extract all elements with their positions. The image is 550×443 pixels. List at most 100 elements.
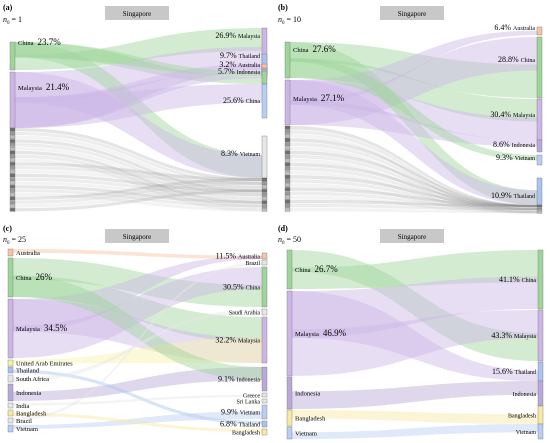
left-minor-node — [9, 158, 16, 162]
left-minor-node — [284, 187, 291, 192]
right-node — [261, 308, 268, 316]
right-minor-node — [536, 210, 543, 214]
left-node-label: Thailand — [16, 368, 40, 375]
right-node-pct: 6.4% — [494, 23, 513, 32]
flow-band — [290, 100, 537, 147]
flow-band — [290, 187, 537, 208]
right-node-label: Sri Lanka — [237, 400, 261, 406]
left-minor-node — [9, 185, 16, 189]
left-minor-node — [284, 129, 291, 134]
right-minor-node — [261, 200, 268, 204]
left-minor-node — [9, 169, 16, 174]
flow-band — [15, 143, 262, 197]
left-minor-node — [284, 138, 291, 142]
panel-c: (c) n0 = 25 Singapore Australia China 26% Mala… — [0, 221, 275, 443]
flow-band — [15, 192, 262, 212]
left-node-pct: 26.7% — [315, 264, 339, 274]
left-node-pct: 27.6% — [313, 44, 337, 54]
right-node-label: 9.7% Thailand — [220, 51, 260, 60]
right-node-label: Greece — [243, 394, 260, 400]
param-label: n0 = 50 — [278, 235, 301, 246]
right-node-pct: 3.2% — [219, 60, 238, 69]
left-node — [286, 249, 293, 290]
flow-band — [290, 80, 537, 140]
flow-band — [290, 179, 537, 211]
left-minor-node — [284, 150, 291, 155]
flow-band — [13, 255, 262, 332]
panel-letter: (b) — [278, 3, 288, 12]
left-minor-node — [284, 174, 291, 179]
flow-band — [13, 249, 262, 259]
flow-band — [15, 181, 262, 204]
flow-band — [15, 181, 262, 201]
right-node-pct: 32.2% — [215, 336, 238, 345]
flow-band — [13, 309, 262, 382]
flow-band — [13, 299, 262, 363]
center-header — [380, 6, 444, 20]
left-node — [7, 257, 14, 298]
flow-band — [15, 170, 262, 189]
left-minor-node — [9, 188, 16, 193]
param-label: n0 = 1 — [3, 15, 22, 26]
right-node-label: 30.5% China — [223, 283, 260, 292]
left-node — [7, 359, 14, 367]
left-minor-node — [284, 142, 291, 147]
right-node-label: 5.7% Indonesia — [218, 67, 260, 76]
left-node — [286, 376, 293, 410]
right-node-label: 6.4% Australia — [494, 23, 535, 32]
flow-band — [15, 189, 262, 208]
flow-band — [15, 42, 262, 76]
left-node-label: Australia — [16, 250, 40, 257]
left-minor-node — [284, 203, 291, 208]
left-node — [286, 409, 293, 427]
left-node-label: South Africa — [16, 376, 49, 383]
right-node-pct: 11.5% — [216, 252, 238, 261]
flow-band — [15, 28, 262, 70]
right-node — [261, 392, 268, 398]
flow-band — [15, 173, 262, 193]
flow-band — [15, 162, 262, 182]
right-node — [261, 70, 268, 85]
flow-band — [15, 42, 262, 84]
flow-band — [292, 291, 538, 381]
panel-letter: (a) — [3, 3, 13, 12]
right-node — [536, 177, 543, 206]
right-node-pct: 8.6% — [493, 140, 512, 149]
left-node — [7, 402, 14, 409]
flow-band — [290, 146, 537, 214]
flow-band — [15, 64, 262, 128]
left-node — [9, 71, 16, 129]
flow-band — [290, 80, 537, 205]
left-minor-node — [9, 177, 16, 182]
left-node-label: Bangladesh — [16, 411, 47, 418]
right-node — [536, 154, 543, 166]
right-node-pct: 43.3% — [491, 331, 514, 340]
flow-band — [290, 58, 537, 122]
right-node-label: 11.5% Australia — [216, 252, 261, 261]
right-minor-node — [261, 189, 268, 193]
left-node-label: Indonesia — [16, 390, 41, 397]
flow-band — [292, 381, 538, 409]
flow-band — [13, 267, 262, 358]
center-label: Singapore — [123, 233, 151, 241]
flow-band — [290, 199, 537, 208]
right-node-pct: 15.6% — [492, 367, 515, 376]
right-node-pct: 9.7% — [220, 51, 239, 60]
left-node-pct: 34.5% — [44, 323, 68, 333]
right-node — [537, 361, 544, 382]
left-minor-node — [9, 131, 16, 136]
right-node-label: 9.9% Vietnam — [221, 408, 260, 417]
left-node-label: Bangladesh — [295, 416, 326, 423]
flow-band — [292, 424, 538, 439]
center-label: Singapore — [123, 10, 151, 18]
right-minor-node — [261, 185, 268, 189]
center-header — [380, 229, 444, 243]
flow-band — [13, 275, 262, 343]
right-node-label: Bangladesh — [232, 431, 260, 437]
flow-band — [290, 162, 537, 208]
flow-band — [292, 310, 538, 376]
right-node — [536, 36, 543, 99]
right-node — [261, 259, 268, 266]
right-node-label: Vietnam — [516, 430, 537, 436]
